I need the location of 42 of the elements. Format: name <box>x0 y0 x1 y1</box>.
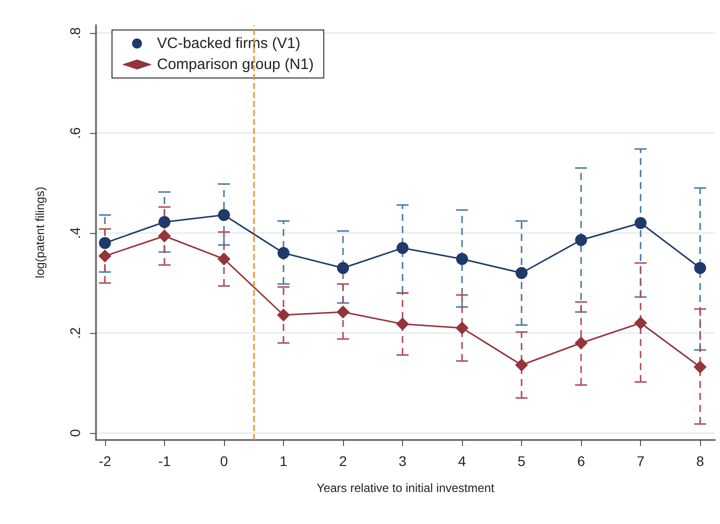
point <box>396 242 409 254</box>
x-tick-label: 3 <box>398 453 407 469</box>
point <box>158 230 171 242</box>
x-axis-title: Years relative to initial investment <box>316 481 495 495</box>
x-tick-label: 8 <box>696 453 704 469</box>
x-tick-label: -1 <box>158 453 171 469</box>
x-tick-label: 0 <box>220 453 228 469</box>
point <box>694 360 707 374</box>
point <box>516 267 528 279</box>
y-tick-label: .8 <box>67 26 83 39</box>
point <box>574 336 588 350</box>
x-tick-label: 7 <box>636 453 645 469</box>
point <box>158 216 170 228</box>
legend-label: Comparison group (N1) <box>157 56 314 73</box>
point <box>336 306 350 318</box>
point <box>98 250 112 262</box>
point <box>276 308 290 322</box>
x-tick-label: 2 <box>339 453 348 469</box>
point <box>634 217 647 229</box>
point <box>634 316 648 330</box>
point <box>98 237 111 249</box>
legend-label: VC-backed firms (V1) <box>157 35 300 52</box>
point <box>456 253 468 265</box>
y-axis-title: log(patent filings) <box>33 186 47 278</box>
point <box>217 252 230 266</box>
point <box>575 234 588 246</box>
point <box>694 262 706 274</box>
x-tick-label: 6 <box>577 453 586 469</box>
point <box>396 318 410 330</box>
point <box>278 247 290 259</box>
x-tick-label: 1 <box>280 453 288 469</box>
y-tick-label: .4 <box>67 226 83 239</box>
x-tick-label: 4 <box>458 453 466 469</box>
x-tick-label: 5 <box>518 453 526 469</box>
y-tick-label: 0 <box>67 428 83 437</box>
x-tick-label: -2 <box>98 453 112 469</box>
point <box>337 262 350 274</box>
point <box>456 322 469 334</box>
point <box>515 358 528 372</box>
y-tick-label: .6 <box>67 126 83 139</box>
point <box>218 209 230 221</box>
y-tick-label: .2 <box>67 326 83 339</box>
